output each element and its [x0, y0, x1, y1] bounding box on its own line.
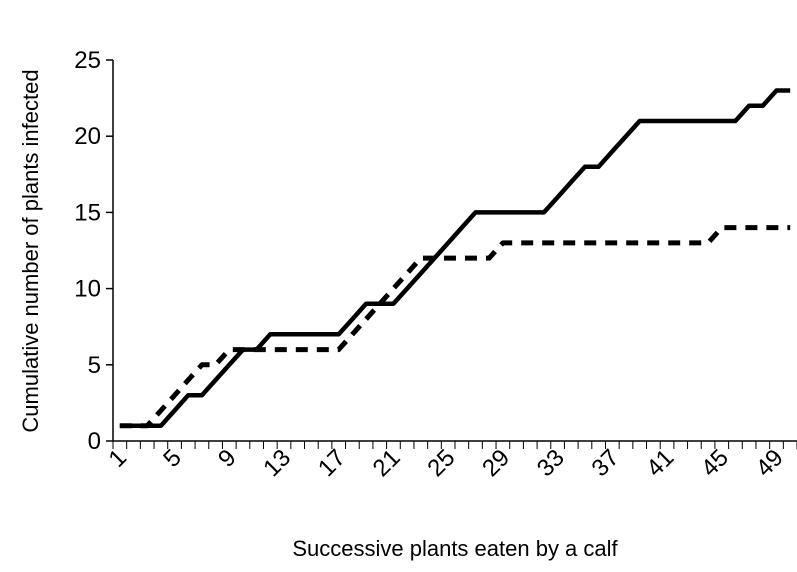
plot-area	[120, 91, 790, 426]
y-tick-label: 15	[74, 199, 101, 226]
x-tick-label: 17	[313, 444, 351, 482]
x-tick-label: 49	[751, 444, 789, 482]
x-axis: 159 13 17 21 25 29 33 37 41 45 49	[104, 441, 797, 482]
y-tick-label: 20	[74, 123, 101, 150]
y-axis: 0 5 10 15 20 25	[74, 47, 113, 455]
y-axis-title: Cumulative number of plants infected	[18, 69, 43, 432]
x-tick-label: 5	[158, 444, 187, 473]
x-tick-label: 1	[104, 444, 133, 473]
x-tick-label: 21	[368, 444, 406, 482]
x-tick-label: 13	[258, 444, 296, 482]
y-tick-label: 10	[74, 276, 101, 303]
x-tick-label: 41	[641, 444, 679, 482]
x-tick-label: 9	[213, 444, 242, 473]
y-tick-label: 5	[88, 352, 101, 379]
y-tick-label: 25	[74, 47, 101, 74]
x-axis-title: Successive plants eaten by a calf	[292, 536, 618, 561]
series-2-dashed-line	[120, 228, 790, 426]
x-tick-label: 29	[477, 444, 515, 482]
x-tick-label: 25	[422, 444, 460, 482]
x-tick-label: 33	[532, 444, 570, 482]
x-tick-label: 37	[587, 444, 625, 482]
x-tick-label: 45	[696, 444, 734, 482]
y-tick-label: 0	[88, 428, 101, 455]
